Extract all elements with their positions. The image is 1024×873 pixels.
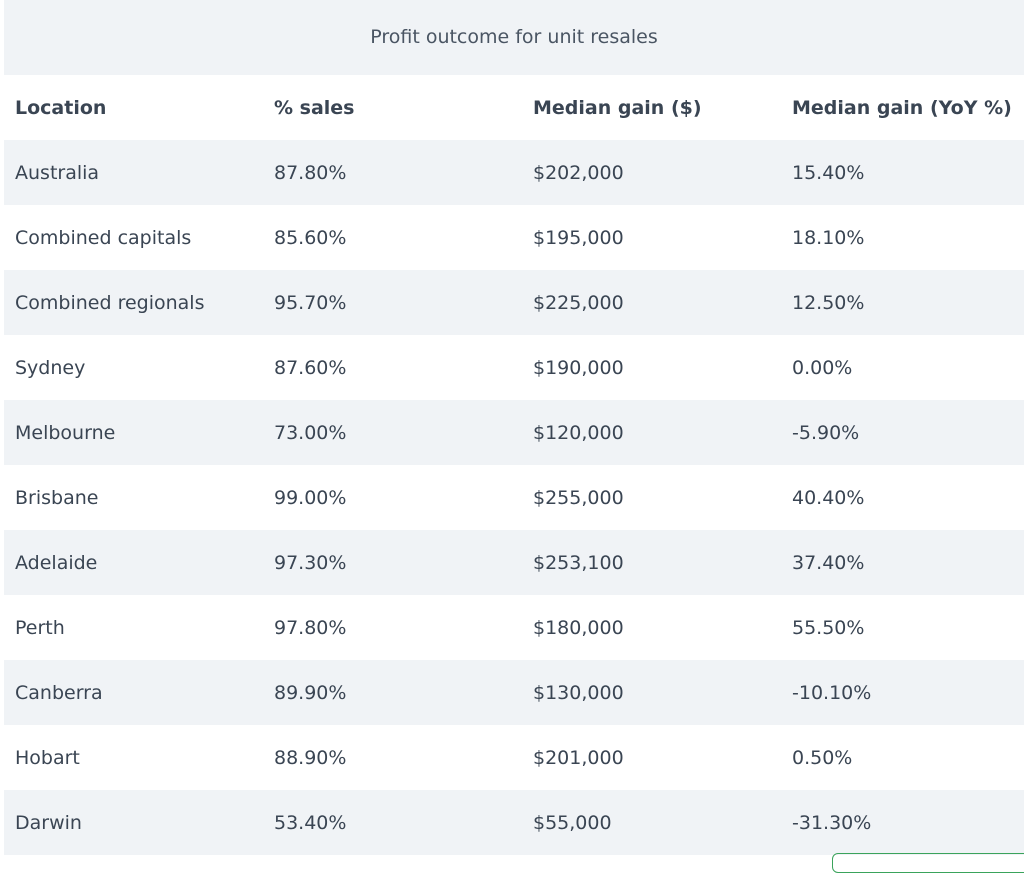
table-cell: 99.00% [274, 486, 347, 509]
table-cell: $253,100 [533, 551, 624, 574]
decoration [832, 853, 1024, 873]
table-cell: 97.30% [274, 551, 347, 574]
table-cell: 87.80% [274, 161, 347, 184]
table-cell: 53.40% [274, 811, 347, 834]
table-cell: 55.50% [792, 616, 865, 639]
table-cell: -10.10% [792, 681, 872, 704]
column-header: Median gain ($) [533, 96, 702, 119]
table-cell: 18.10% [792, 226, 865, 249]
table-cell: $190,000 [533, 356, 624, 379]
table-cell: 85.60% [274, 226, 347, 249]
table-cell: 88.90% [274, 746, 347, 769]
header-row: Location % sales Median gain ($) Median gai… [4, 75, 1024, 140]
table-row: Perth 97.80% $180,000 55.50% [4, 595, 1024, 660]
column-header: Median gain (YoY %) [792, 96, 1012, 119]
table-cell: $201,000 [533, 746, 624, 769]
table-cell: Combined capitals [15, 226, 192, 249]
table-cell: Perth [15, 616, 65, 639]
table-body: Australia 87.80% $202,000 15.40% Combined ca… [4, 140, 1024, 855]
table-cell: 12.50% [792, 291, 865, 314]
table-cell: Adelaide [15, 551, 98, 574]
table-cell: -5.90% [792, 421, 860, 444]
table-cell: Australia [15, 161, 100, 184]
table-row: Darwin 53.40% $55,000 -31.30% [4, 790, 1024, 855]
table-cell: 97.80% [274, 616, 347, 639]
table-cell: 40.40% [792, 486, 865, 509]
table-cell: Combined regionals [15, 291, 205, 314]
table-row: Australia 87.80% $202,000 15.40% [4, 140, 1024, 205]
table-cell: Hobart [15, 746, 80, 769]
table-row: Brisbane 99.00% $255,000 40.40% [4, 465, 1024, 530]
column-header: Location [15, 96, 107, 119]
table-cell: $202,000 [533, 161, 624, 184]
table-row: Sydney 87.60% $190,000 0.00% [4, 335, 1024, 400]
table-cell: 0.00% [792, 356, 853, 379]
table-caption: Profit outcome for unit resales [4, 0, 1024, 75]
table-cell: Brisbane [15, 486, 99, 509]
table-row: Combined regionals 95.70% $225,000 12.50% [4, 270, 1024, 335]
table-cell: 87.60% [274, 356, 347, 379]
table-cell: Darwin [15, 811, 82, 834]
table: Location % sales Median gain ($) Median gai… [4, 75, 1024, 855]
table-cell: $255,000 [533, 486, 624, 509]
table-row: Hobart 88.90% $201,000 0.50% [4, 725, 1024, 790]
table-cell: 73.00% [274, 421, 347, 444]
table-container: Profit outcome for unit resales Location… [4, 0, 1024, 855]
table-cell: Canberra [15, 681, 103, 704]
table-cell: Sydney [15, 356, 86, 379]
table-cell: 0.50% [792, 746, 853, 769]
table-cell: Melbourne [15, 421, 116, 444]
table-cell: $180,000 [533, 616, 624, 639]
table-cell: $130,000 [533, 681, 624, 704]
table-cell: 15.40% [792, 161, 865, 184]
table-cell: $225,000 [533, 291, 624, 314]
table-row: Combined capitals 85.60% $195,000 18.10% [4, 205, 1024, 270]
table-cell: 95.70% [274, 291, 347, 314]
table-cell: 37.40% [792, 551, 865, 574]
table-cell: $120,000 [533, 421, 624, 444]
table-cell: $55,000 [533, 811, 612, 834]
table-row: Adelaide 97.30% $253,100 37.40% [4, 530, 1024, 595]
table-cell: -31.30% [792, 811, 872, 834]
table-row: Canberra 89.90% $130,000 -10.10% [4, 660, 1024, 725]
column-header: % sales [274, 96, 355, 119]
table-cell: 89.90% [274, 681, 347, 704]
table-row: Melbourne 73.00% $120,000 -5.90% [4, 400, 1024, 465]
table-cell: $195,000 [533, 226, 624, 249]
